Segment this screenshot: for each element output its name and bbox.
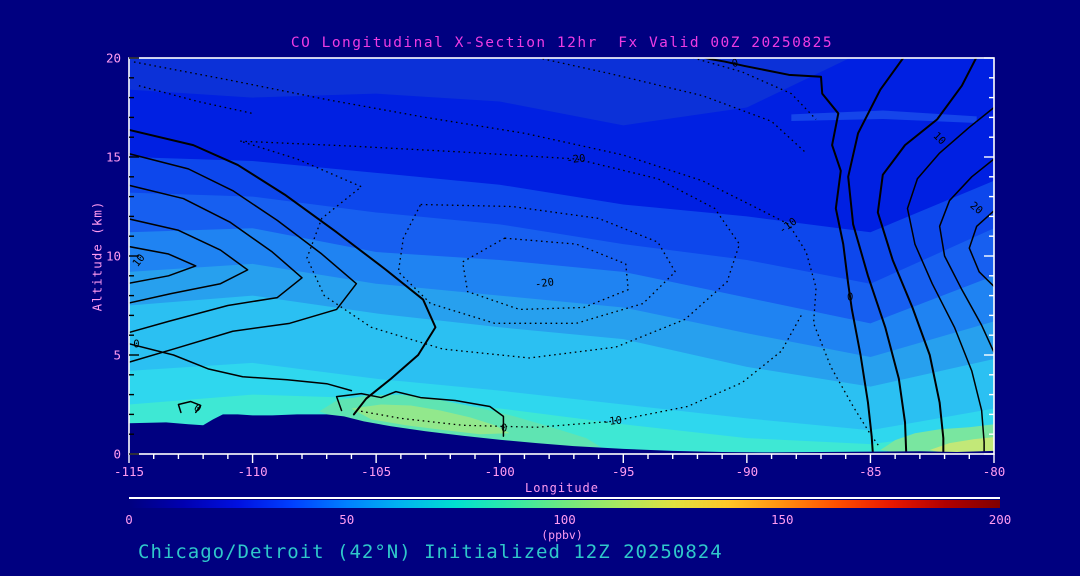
svg-text:-90: -90 [736,464,759,479]
svg-text:0: 0 [847,292,853,304]
svg-text:0: 0 [501,423,507,435]
svg-text:5: 5 [113,348,121,363]
svg-text:-95: -95 [612,464,635,479]
svg-text:-105: -105 [361,464,391,479]
svg-text:-115: -115 [114,464,144,479]
svg-text:-110: -110 [238,464,268,479]
plot-fill-and-contours [129,58,994,454]
colorbar-unit-label: (ppbv) [541,528,583,542]
y-axis-label: Altitude (km) [89,200,105,312]
svg-text:-10: -10 [603,414,623,428]
svg-text:15: 15 [106,150,121,165]
colorbar-tick-label: 100 [553,512,576,527]
svg-text:0: 0 [113,447,121,462]
svg-text:20: 20 [106,51,121,66]
svg-text:0: 0 [731,57,740,70]
svg-text:10: 10 [106,249,121,264]
colorbar-tick-label: 50 [339,512,355,527]
colorbar-top-border [129,497,1000,499]
svg-text:-100: -100 [485,464,515,479]
x-axis-label: Longitude [524,481,600,495]
colorbar-tick-label: 150 [770,512,794,527]
svg-text:-80: -80 [983,464,1006,479]
colorbar-tick-label: 0 [125,512,133,527]
svg-text:-85: -85 [859,464,882,479]
colorbar-gradient [129,500,1000,508]
svg-text:0: 0 [133,339,139,351]
colorbar-tick-label: 200 [988,512,1012,527]
svg-text:-20: -20 [534,276,554,291]
chart-title: CO Longitudinal X-Section 12hr Fx Valid … [290,35,834,51]
terrain-silhouette [129,414,994,454]
initialization-caption: Chicago/Detroit (42°N) Initialized 12Z 2… [138,541,723,563]
svg-text:-20: -20 [566,153,586,167]
